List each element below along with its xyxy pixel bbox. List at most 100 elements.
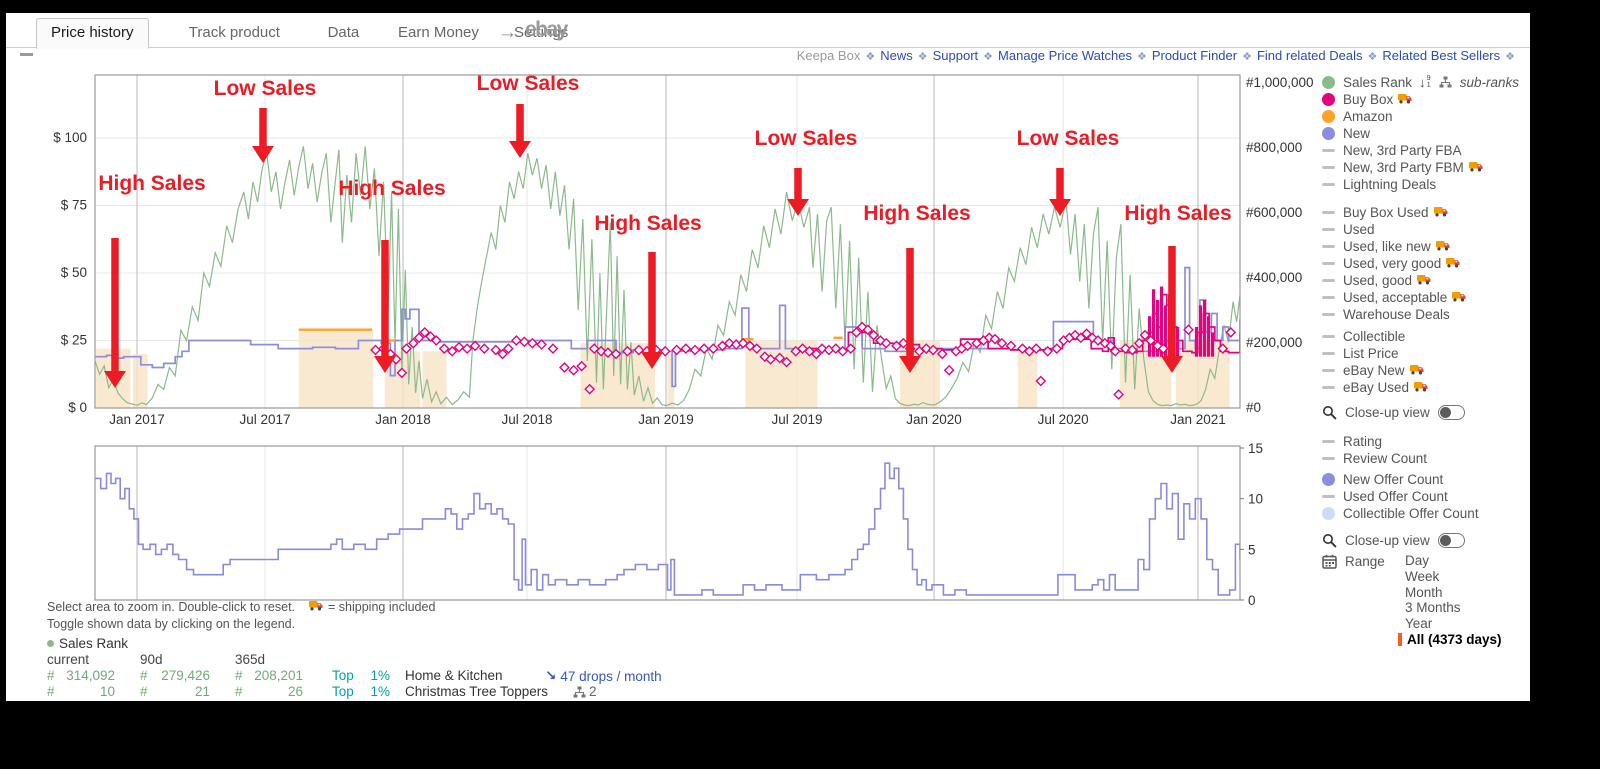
svg-text:High Sales: High Sales — [863, 202, 970, 225]
toggle-switch[interactable] — [1437, 532, 1465, 548]
legend-label: Used Offer Count — [1343, 488, 1448, 504]
buy-box-marker — [851, 327, 862, 338]
diamond-separator-icon: ❖ — [1505, 51, 1515, 63]
legend-item-sales-rank[interactable]: Sales Rank ↓ 9 1 sub-ranks — [1322, 74, 1519, 90]
ebay-logo[interactable]: ebay — [525, 18, 568, 41]
svg-text:High Sales: High Sales — [338, 177, 445, 200]
legend-item-new-3rd-party-fba[interactable]: New, 3rd Party FBA — [1322, 142, 1462, 158]
legend-item-buy-box[interactable]: Buy Box — [1322, 91, 1412, 107]
buy-box-marker — [396, 367, 408, 379]
annotation-high-sales: High Sales — [98, 172, 206, 388]
legend-item-new[interactable]: New — [1322, 125, 1370, 141]
stats-column-current: current — [47, 652, 90, 667]
legend-item-ebay-used[interactable]: eBay Used — [1322, 379, 1428, 395]
buy-box-marker — [527, 337, 538, 349]
header-link-product-finder[interactable]: Product Finder — [1151, 48, 1238, 63]
x-axis-label: Jul 2018 — [501, 412, 552, 427]
legend-item-collectible[interactable]: Collectible — [1322, 328, 1405, 344]
legend-dash-marker — [1322, 227, 1335, 231]
range-option-all[interactable]: All (4373 days) — [1398, 632, 1502, 647]
tab-data[interactable]: Data — [327, 24, 360, 41]
buy-box-marker — [1217, 343, 1229, 354]
rank-value: 208,201 — [254, 668, 303, 683]
tab-track-product[interactable]: Track product — [188, 24, 280, 41]
buy-box-marker — [1042, 345, 1054, 357]
high-sales-band — [132, 354, 148, 408]
y-axis-rank-label: #1,000,000 — [1246, 75, 1314, 90]
buy-box-marker — [461, 343, 473, 354]
legend-dash-marker — [1322, 210, 1335, 214]
legend-item-lightning-deals[interactable]: Lightning Deals — [1322, 176, 1436, 192]
buy-box-marker — [497, 348, 508, 360]
buy-box-marker — [453, 341, 465, 353]
range-option-month[interactable]: Month — [1405, 585, 1443, 600]
top-percent: 1% — [370, 684, 390, 699]
closeup-view-toggle-2[interactable]: Close-up view — [1322, 532, 1465, 548]
shipping-truck-icon — [1409, 363, 1424, 378]
closeup-view-toggle-1[interactable]: Close-up view — [1322, 404, 1465, 420]
buy-box-marker — [519, 336, 530, 348]
legend-item-collectible-offer-count[interactable]: Collectible Offer Count — [1322, 505, 1479, 521]
legend-item-used-very-good[interactable]: Used, very good — [1322, 255, 1460, 271]
header-link-manage-price-watches[interactable]: Manage Price Watches — [998, 48, 1132, 63]
legend-item-buy-box-used[interactable]: Buy Box Used — [1322, 204, 1448, 220]
legend-item-list-price[interactable]: List Price — [1322, 345, 1399, 361]
header-link-news[interactable]: News — [880, 48, 913, 63]
category-home-kitchen: Home & Kitchen — [405, 668, 503, 683]
legend-item-used-offer-count[interactable]: Used Offer Count — [1322, 488, 1448, 504]
legend-label: Collectible — [1343, 328, 1406, 344]
legend-item-ebay-new[interactable]: eBay New — [1322, 362, 1424, 378]
range-label: Range — [1345, 553, 1385, 569]
legend-label: Used, good — [1343, 272, 1413, 288]
range-option-year[interactable]: Year — [1405, 616, 1433, 631]
legend-item-used[interactable]: Used — [1322, 221, 1375, 237]
legend-dash-marker — [1322, 385, 1335, 389]
legend-dash-marker — [1322, 244, 1335, 248]
tab-settings[interactable]: Settings — [514, 24, 569, 41]
x-axis-label: Jul 2020 — [1038, 412, 1089, 427]
legend-item-new-offer-count[interactable]: New Offer Count — [1322, 471, 1443, 487]
rank-hash: # — [140, 684, 148, 699]
legend-item-review-count[interactable]: Review Count — [1322, 450, 1427, 466]
buy-box-marker — [1120, 343, 1131, 354]
toggle-switch[interactable] — [1437, 404, 1465, 420]
note-text: Select area to zoom in. Double-click to … — [47, 600, 296, 614]
buy-box-marker — [446, 345, 458, 357]
legend-item-rating[interactable]: Rating — [1322, 433, 1382, 449]
buy-box-marker — [1139, 329, 1151, 341]
x-axis-label: Jan 2019 — [638, 412, 694, 427]
tab-price-history[interactable]: Price history — [36, 18, 149, 49]
header-link-related-best-sellers[interactable]: Related Best Sellers — [1382, 48, 1501, 63]
range-option-week[interactable]: Week — [1405, 569, 1440, 584]
drops-per-month[interactable]: ↘ 47 drops / month — [545, 668, 662, 684]
legend-label: Review Count — [1343, 450, 1428, 466]
buy-box-marker — [1005, 340, 1017, 352]
legend-item-new-3rd-party-fbm[interactable]: New, 3rd Party FBM — [1322, 159, 1483, 175]
legend-label: Used, like new — [1343, 238, 1431, 254]
drops-arrow-icon: ↘ — [545, 668, 557, 683]
legend-dash-marker — [1322, 494, 1335, 498]
buy-box-marker — [996, 337, 1008, 349]
range-option-day[interactable]: Day — [1405, 553, 1430, 568]
legend-dash-marker — [1322, 368, 1335, 372]
header-link-find-related-deals[interactable]: Find related Deals — [1256, 48, 1363, 63]
header-link-support[interactable]: Support — [932, 48, 979, 63]
sitemap-icon — [573, 686, 586, 698]
note-text: Toggle shown data by clicking on the leg… — [47, 617, 296, 631]
tab-earn-money[interactable]: Earn Money — [398, 24, 479, 41]
legend-item-used-acceptable[interactable]: Used, acceptable — [1322, 289, 1466, 305]
x-axis-label: Jan 2018 — [375, 412, 431, 427]
range-option-3-months[interactable]: 3 Months — [1405, 600, 1461, 615]
buy-box-marker — [845, 343, 857, 354]
legend-item-used-like-new[interactable]: Used, like new — [1322, 238, 1450, 254]
legend-item-used-good[interactable]: Used, good — [1322, 272, 1431, 288]
high-sales-band — [667, 354, 675, 408]
legend-item-warehouse-deals[interactable]: Warehouse Deals — [1322, 306, 1450, 322]
annotation-high-sales: High Sales — [594, 212, 702, 369]
zoom-hint-note: Select area to zoom in. Double-click to … — [47, 600, 435, 614]
offer-count-tick-label: 15 — [1248, 441, 1263, 456]
buy-box-marker — [425, 331, 436, 342]
legend-item-amazon[interactable]: Amazon — [1322, 108, 1393, 124]
buy-box-marker — [1109, 345, 1121, 357]
